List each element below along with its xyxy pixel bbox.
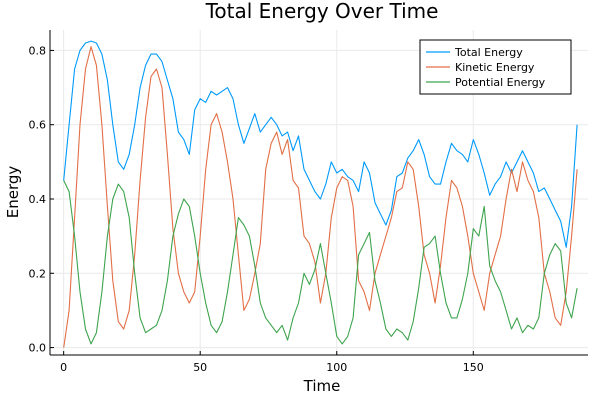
x-tick-label: 150 <box>463 361 484 374</box>
chart-title: Total Energy Over Time <box>205 0 439 23</box>
series-layer <box>63 40 578 348</box>
y-axis-label: Energy <box>4 166 22 219</box>
legend-label-total: Total Energy <box>454 46 523 59</box>
x-axis-label: Time <box>303 377 341 395</box>
legend-label-kinetic: Kinetic Energy <box>455 61 535 74</box>
y-tick-label: 0.2 <box>29 267 47 280</box>
y-axis-ticks: 0.0 0.2 0.4 0.6 0.8 <box>29 44 54 355</box>
legend-label-potential: Potential Energy <box>455 76 546 89</box>
x-tick-label: 0 <box>60 361 67 374</box>
x-tick-label: 50 <box>193 361 207 374</box>
y-tick-label: 0.8 <box>29 44 47 57</box>
y-tick-label: 0.4 <box>29 193 47 206</box>
series-total-energy <box>63 40 578 248</box>
x-tick-label: 100 <box>326 361 347 374</box>
legend: Total Energy Kinetic Energy Potential En… <box>419 39 572 95</box>
x-axis-ticks: 0 50 100 150 <box>60 351 484 374</box>
series-potential-energy <box>63 180 578 345</box>
y-tick-label: 0.0 <box>29 342 47 355</box>
y-tick-label: 0.6 <box>29 119 47 132</box>
series-kinetic-energy <box>63 46 578 348</box>
